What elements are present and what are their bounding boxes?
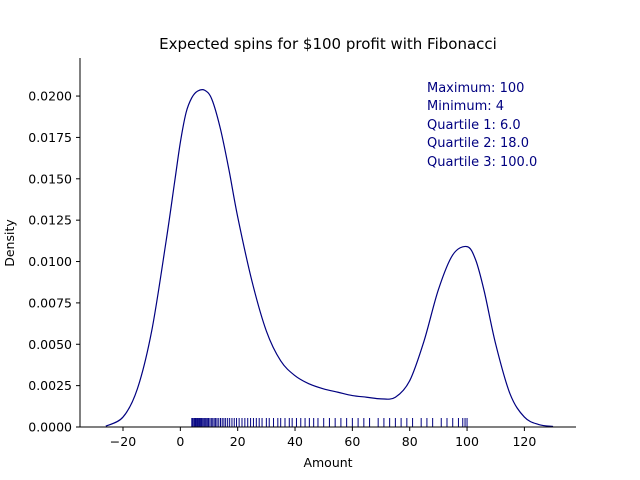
y-tick-label: 0.0150 [28, 171, 72, 186]
y-tick-label: 0.0050 [28, 337, 72, 352]
y-axis-ticks: 0.0000 0.0025 0.0050 0.0075 0.0100 0.0125 0.01… [28, 89, 80, 435]
y-tick-label: 0.0025 [28, 378, 72, 393]
x-tick-label: 80 [402, 434, 418, 449]
stat-quartile-1: Quartile 1: 6.0 [427, 118, 521, 133]
y-axis-label: Density [2, 219, 17, 267]
stat-minimum: Minimum: 4 [427, 99, 504, 114]
x-tick-label: 40 [287, 434, 303, 449]
y-tick-label: 0.0000 [28, 420, 72, 435]
stats-annotation: Maximum: 100 Minimum: 4 Quartile 1: 6.0 … [427, 81, 537, 170]
y-tick-label: 0.0075 [28, 295, 72, 310]
x-tick-label: 120 [512, 434, 536, 449]
stat-quartile-2: Quartile 2: 18.0 [427, 136, 529, 151]
x-tick-label: 20 [230, 434, 246, 449]
x-tick-label: −20 [110, 434, 136, 449]
x-axis-ticks: −20 0 20 40 60 80 100 120 [110, 427, 536, 449]
y-tick-label: 0.0200 [28, 89, 72, 104]
stat-quartile-3: Quartile 3: 100.0 [427, 155, 537, 170]
y-tick-label: 0.0125 [28, 213, 72, 228]
chart-title: Expected spins for $100 profit with Fibo… [159, 35, 497, 53]
x-tick-label: 100 [455, 434, 479, 449]
x-axis-label: Amount [303, 455, 352, 470]
y-tick-label: 0.0100 [28, 254, 72, 269]
x-tick-label: 60 [344, 434, 360, 449]
x-tick-label: 0 [176, 434, 184, 449]
y-tick-label: 0.0175 [28, 130, 72, 145]
rug-marks [191, 418, 468, 427]
stat-maximum: Maximum: 100 [427, 81, 524, 96]
kde-density-line [105, 88, 554, 428]
